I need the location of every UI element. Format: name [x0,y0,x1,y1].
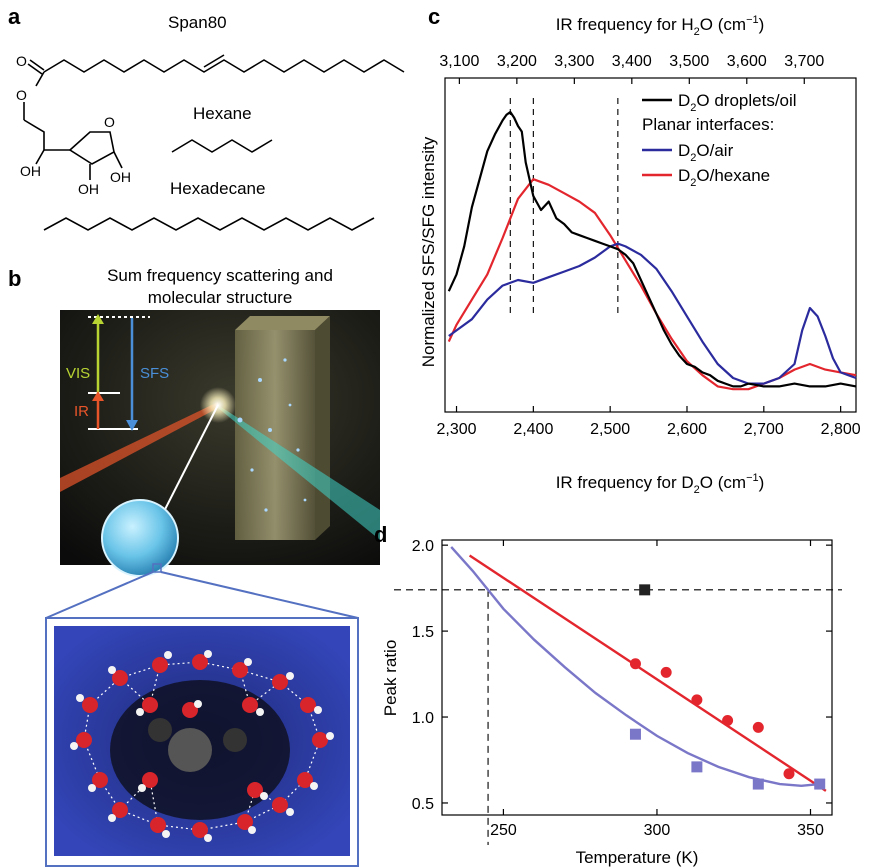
chart-d-point-0 [629,658,641,670]
hexane-label: Hexane [193,104,252,123]
chart-c-top-axis-label: IR frequency for H2O (cm−1) [556,14,765,38]
oh-label-1: OH [20,163,41,179]
span80-structure [23,54,405,180]
chart-c-x-tick-label: 2,400 [513,421,553,438]
panel-b-title-line2: molecular structure [147,288,293,307]
chart-d-x-axis-label: Temperature (K) [576,848,699,867]
vis-beam [218,405,380,540]
sfs-label: SFS [140,365,169,382]
chart-d-y-tick-label: 2.0 [412,538,434,555]
chart-d-x-tick-label: 250 [490,822,517,839]
chart-c-x-tick-label: 2,700 [744,421,784,438]
legend-droplets-label: D2O droplets/oil [678,91,797,114]
chart-d-point-1 [691,761,703,773]
water-network [70,650,334,842]
ring-o-label: O [104,114,115,130]
panel-a-label: a [8,4,21,29]
chart-d-point-0 [722,714,734,726]
chart-c-x-tick-label: 2,500 [590,421,630,438]
chart-c-top-tick-label: 3,100 [439,53,479,70]
spectra-chart: IR frequency for H2O (cm−1) 3,100 3,200 3,… [419,14,861,496]
chart-c-series-0 [447,110,857,388]
legend-air-label: D2O/air [678,141,734,164]
panel-b-label: b [8,266,22,291]
chart-d-point-2 [639,584,651,596]
chart-d-point-0 [783,768,795,780]
energy-diagram: VIS SFS IR [66,314,169,431]
chart-d-fit-line-1 [450,546,820,788]
chart-c-top-tick-label: 3,700 [784,53,824,70]
hexadecane-label: Hexadecane [170,179,266,198]
zoom-box [152,563,162,573]
chart-d-x-tick-label: 350 [797,822,824,839]
chart-d-x-tick-label: 300 [644,822,671,839]
chart-c-x-tick-label: 2,600 [667,421,707,438]
chart-c-plot-frame [444,77,857,413]
oh-label-2: OH [78,181,99,197]
chart-c-top-tick-label: 3,200 [497,53,537,70]
chart-d-y-tick-label: 0.5 [412,796,434,813]
legend-header: Planar interfaces: [642,115,774,134]
chart-c-x-axis-label: IR frequency for D2O (cm−1) [556,472,765,496]
chart-d-point-1 [629,728,641,740]
legend-hexane-label: D2O/hexane [678,166,770,189]
peak-ratio-chart: 250 300 350 0.5 1.0 1.5 2.0 Temperature (K) Pe… [381,538,842,867]
chart-c-legend: D2O droplets/oil Planar interfaces: D2O/… [642,91,797,189]
chart-c-top-tick-label: 3,300 [554,53,594,70]
chart-d-y-axis-label: Peak ratio [381,640,400,717]
span80-label: Span80 [168,13,227,32]
chart-d-point-0 [752,721,764,733]
chart-d-y-tick-label: 1.0 [412,710,434,727]
hexadecane-structure [43,217,375,231]
panel-d-label: d [374,522,388,547]
chart-d-point-0 [691,694,703,706]
chart-c-x-tick-label: 2,300 [436,421,476,438]
chart-c-top-tick-label: 3,500 [669,53,709,70]
chart-c-series-1 [448,242,857,385]
chart-d-point-0 [660,666,672,678]
chart-c-top-tick-label: 3,600 [727,53,767,70]
chart-d-y-tick-label: 1.5 [412,624,434,641]
vis-label: VIS [66,365,90,382]
hexane-structure [171,139,273,153]
ir-label: IR [74,403,89,420]
chart-d-plot-frame [441,539,833,816]
chart-d-point-1 [752,778,764,790]
panel-b-title-line1: Sum frequency scattering and [107,266,333,285]
sfs-illustration: VIS SFS IR [45,310,380,867]
chart-d-fit-line-0 [468,554,827,792]
carbonyl-o-label: O [16,53,27,69]
chart-d-point-1 [814,778,826,790]
ir-beam [60,402,218,492]
chemical-structures: O O O OH OH OH [16,53,405,231]
oh-label-3: OH [110,169,131,185]
panel-c-label: c [428,4,441,29]
chart-c-y-axis-label: Normalized SFS/SFG intensity [419,136,438,367]
span80-atom-labels: O O O OH OH OH [16,53,131,197]
chart-c-series-2 [447,178,857,391]
ester-o-label: O [16,87,27,103]
droplet-sphere [101,499,179,577]
chart-c-top-tick-label: 3,400 [612,53,652,70]
chart-c-x-tick-label: 2,800 [821,421,861,438]
droplet-sparkles [237,358,307,512]
